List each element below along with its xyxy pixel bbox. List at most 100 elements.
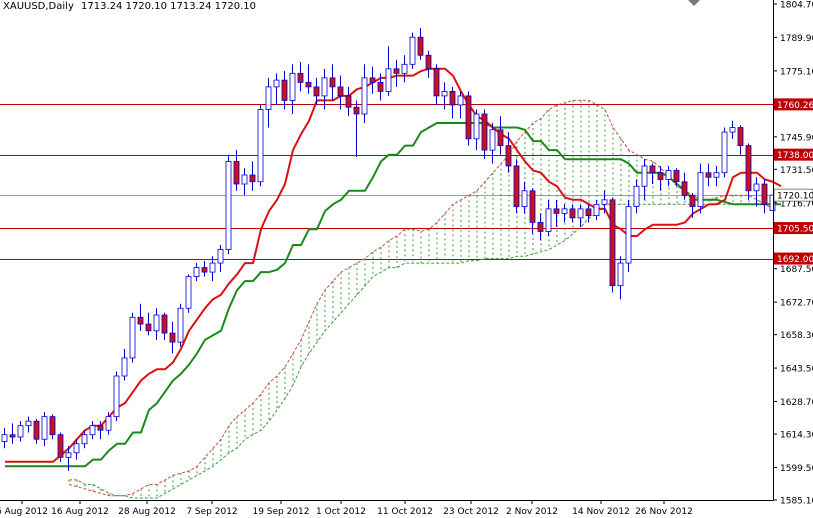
candle-body: [321, 77, 328, 97]
candle-body: [345, 95, 352, 108]
tenkan-sen-line: [5, 67, 782, 463]
time-tick-label: 1 Oct 2012: [316, 507, 366, 517]
candle-body: [465, 95, 472, 140]
level-price-label: 1705.50: [777, 225, 813, 235]
candle-body: [729, 127, 736, 133]
candle-body: [409, 36, 416, 65]
level-price-label: 1692.00: [777, 255, 813, 265]
candle-body: [185, 276, 192, 309]
time-tick-label: 7 Sep 2012: [186, 507, 237, 517]
candle-body: [425, 54, 432, 70]
level-price-badge: [774, 148, 813, 161]
candle-body: [97, 425, 104, 431]
price-tick-label: 1672.70: [780, 299, 813, 309]
candle-body: [401, 63, 408, 74]
current-price-badge: [773, 188, 813, 202]
candle-body: [225, 161, 232, 250]
candle-body: [113, 375, 120, 418]
chart-shift-marker-icon[interactable]: [688, 0, 700, 6]
candle-body: [545, 208, 552, 232]
candle-body: [705, 172, 712, 178]
candle-body: [193, 267, 200, 278]
candle-body: [577, 208, 584, 219]
candle-body: [313, 86, 320, 97]
candle-body: [17, 425, 24, 438]
price-tick-label: 1687.50: [780, 265, 813, 275]
candle-body: [481, 113, 488, 151]
candle-body: [449, 91, 456, 106]
horizontal-levels: [0, 104, 773, 260]
time-tick-label: 6 Aug 2012: [0, 507, 48, 517]
candle-body: [169, 332, 176, 343]
price-tick-label: 1599.50: [780, 464, 813, 474]
price-tick-label: 1731.50: [780, 166, 813, 176]
time-tick-label: 26 Nov 2012: [635, 507, 693, 517]
price-tick-label: 1804.70: [780, 1, 813, 11]
ohlc-values: 1713.24 1720.10 1713.24 1720.10: [81, 1, 256, 12]
candle-body: [241, 174, 248, 185]
candle-body: [737, 127, 744, 147]
candle-body: [129, 316, 136, 359]
candle-body: [153, 314, 160, 332]
candle-body: [145, 323, 152, 332]
time-tick-label: 14 Nov 2012: [572, 507, 630, 517]
candle-body: [617, 262, 624, 287]
price-tick-label: 1585.10: [780, 497, 813, 507]
candle-body: [105, 416, 112, 431]
candle-body: [713, 172, 720, 178]
candle-body: [753, 183, 760, 192]
price-tick-label: 1643.50: [780, 365, 813, 375]
candle-body: [673, 170, 680, 183]
candle-body: [641, 165, 648, 187]
candle-body: [25, 420, 32, 427]
candle-body: [257, 109, 264, 183]
candle-body: [441, 91, 448, 97]
candle-body: [289, 72, 296, 101]
kijun-sen-line: [5, 122, 781, 468]
candle-body: [1, 434, 8, 442]
price-tick-label: 1789.90: [780, 34, 813, 44]
candle-body: [353, 106, 360, 115]
candle-body: [369, 77, 376, 83]
senkou-span-b-line: [69, 203, 773, 499]
ichimoku-cloud: [68, 99, 774, 499]
candle-body: [553, 208, 560, 214]
price-tick-label: 1614.30: [780, 431, 813, 441]
time-tick-label: 28 Aug 2012: [118, 507, 176, 517]
time-tick-label: 16 Aug 2012: [51, 507, 109, 517]
candle-body: [721, 131, 728, 174]
candle-body: [329, 77, 336, 88]
time-tick-label: 23 Oct 2012: [443, 507, 499, 517]
level-price-badge: [774, 222, 813, 235]
candle-body: [657, 172, 664, 180]
candle-body: [177, 307, 184, 343]
candle-body: [697, 172, 704, 208]
candle-body: [513, 165, 520, 208]
candle-body: [201, 267, 208, 273]
level-price-label: 1760.26: [777, 101, 813, 111]
candle-body: [681, 181, 688, 196]
time-tick-label: 19 Sep 2012: [252, 507, 309, 517]
candle-body: [49, 416, 56, 436]
candle-body: [505, 145, 512, 167]
candle-body: [41, 416, 48, 440]
candle-body: [561, 208, 568, 214]
level-price-badge: [774, 252, 813, 265]
price-tick-label: 1716.70: [780, 199, 813, 209]
price-tick-label: 1658.30: [780, 331, 813, 341]
candle-body: [593, 203, 600, 217]
candle-body: [209, 262, 216, 273]
candle-body: [433, 68, 440, 97]
senkou-span-a-line: [68, 99, 774, 497]
candle-body: [281, 79, 288, 101]
candle-body: [633, 185, 640, 208]
candle-body: [489, 129, 496, 151]
time-tick-label: 11 Oct 2012: [377, 507, 433, 517]
price-tick-label: 1775.10: [780, 67, 813, 77]
candle-body: [537, 222, 544, 232]
symbol-label: XAUUSD,Daily: [3, 1, 74, 12]
chart-header: XAUUSD,Daily 1713.24 1720.10 1713.24 172…: [3, 1, 260, 12]
level-price-badge: [774, 98, 813, 111]
candle-body: [417, 36, 424, 56]
